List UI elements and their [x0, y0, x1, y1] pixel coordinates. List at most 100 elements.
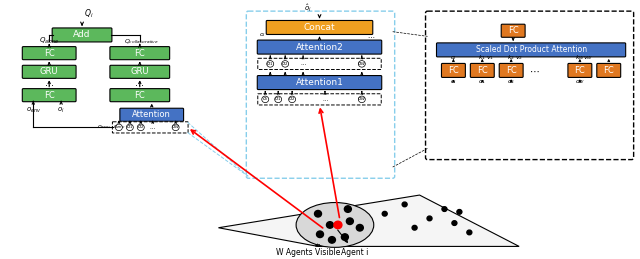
Circle shape: [138, 124, 144, 131]
Ellipse shape: [296, 203, 374, 247]
Circle shape: [126, 124, 133, 131]
FancyBboxPatch shape: [501, 24, 525, 37]
FancyBboxPatch shape: [52, 28, 112, 42]
Text: FC: FC: [506, 66, 516, 75]
Text: $\hat{o}_i$: $\hat{o}_i$: [304, 2, 312, 14]
Text: Agent i: Agent i: [341, 248, 369, 257]
FancyBboxPatch shape: [442, 63, 465, 77]
FancyBboxPatch shape: [22, 47, 76, 60]
Text: GRU: GRU: [40, 67, 58, 76]
Text: $o_1$: $o_1$: [126, 124, 134, 131]
FancyBboxPatch shape: [258, 94, 381, 105]
Text: $o_2$: $o_2$: [507, 78, 515, 86]
Circle shape: [262, 96, 269, 103]
Polygon shape: [218, 195, 519, 246]
Circle shape: [328, 237, 335, 243]
Text: $\cdots$: $\cdots$: [529, 66, 540, 75]
Circle shape: [344, 206, 351, 212]
Text: FC: FC: [134, 91, 145, 100]
Circle shape: [358, 96, 365, 103]
Text: FC: FC: [477, 66, 488, 75]
FancyBboxPatch shape: [266, 20, 372, 34]
Circle shape: [442, 207, 447, 211]
Text: $\cdots$: $\cdots$: [321, 97, 328, 102]
Text: FC: FC: [575, 66, 585, 75]
Text: W Agents Visible: W Agents Visible: [276, 248, 340, 257]
Text: $o_2$: $o_2$: [282, 60, 289, 68]
Circle shape: [457, 210, 462, 214]
Circle shape: [452, 221, 457, 225]
Text: FC: FC: [44, 49, 54, 58]
Text: $o_i$: $o_i$: [262, 95, 268, 103]
Text: $Q_{alone}$: $Q_{alone}$: [39, 35, 60, 46]
Text: $o_{env}$: $o_{env}$: [26, 105, 41, 115]
Text: $o_2$: $o_2$: [289, 95, 296, 103]
Text: $v_2$: $v_2$: [515, 55, 523, 62]
FancyBboxPatch shape: [257, 76, 381, 90]
Text: Scaled Dot Product Attention: Scaled Dot Product Attention: [476, 45, 587, 54]
Text: $v_W$: $v_W$: [583, 55, 593, 62]
Text: $k_W$: $k_W$: [575, 54, 585, 62]
Circle shape: [356, 225, 364, 231]
FancyBboxPatch shape: [596, 63, 621, 77]
Text: ...: ...: [45, 78, 54, 88]
Text: $v_1$: $v_1$: [486, 55, 494, 62]
Text: $k_1$: $k_1$: [478, 54, 486, 62]
Circle shape: [282, 61, 289, 67]
FancyBboxPatch shape: [22, 65, 76, 78]
Circle shape: [326, 222, 333, 228]
Text: FC: FC: [604, 66, 614, 75]
Text: $k_2$: $k_2$: [507, 54, 515, 62]
Text: $q_i$: $q_i$: [450, 54, 457, 62]
FancyBboxPatch shape: [470, 63, 494, 77]
Circle shape: [358, 61, 365, 67]
Circle shape: [267, 61, 274, 67]
Text: Concat: Concat: [304, 23, 335, 32]
FancyBboxPatch shape: [568, 63, 592, 77]
Circle shape: [402, 202, 407, 207]
Text: $o_W$: $o_W$: [357, 60, 367, 68]
Text: $o_i$: $o_i$: [58, 105, 65, 115]
Text: FC: FC: [44, 91, 54, 100]
Text: FC: FC: [134, 49, 145, 58]
Text: $o_1$: $o_1$: [275, 95, 282, 103]
Text: $o_{env}$: $o_{env}$: [97, 124, 111, 131]
Text: $\cdots$: $\cdots$: [300, 61, 307, 66]
Text: $o_1$: $o_1$: [266, 60, 274, 68]
FancyBboxPatch shape: [110, 47, 170, 60]
Text: ...: ...: [135, 78, 144, 88]
Circle shape: [275, 96, 282, 103]
Text: $o_W$: $o_W$: [575, 78, 585, 86]
Text: $Q_{collaborative}$: $Q_{collaborative}$: [124, 37, 159, 46]
Text: Add: Add: [74, 31, 91, 39]
Text: $o_i$: $o_i$: [450, 78, 457, 86]
FancyBboxPatch shape: [499, 63, 523, 77]
FancyBboxPatch shape: [22, 89, 76, 102]
Text: $\cdots$: $\cdots$: [149, 125, 156, 130]
Circle shape: [427, 216, 432, 221]
FancyBboxPatch shape: [258, 58, 381, 69]
FancyBboxPatch shape: [436, 43, 626, 57]
Circle shape: [382, 211, 387, 216]
Text: Attention: Attention: [132, 110, 171, 119]
Text: Attention2: Attention2: [296, 42, 344, 52]
Circle shape: [115, 124, 122, 131]
Text: $o_1$: $o_1$: [478, 78, 486, 86]
FancyBboxPatch shape: [110, 89, 170, 102]
FancyBboxPatch shape: [120, 108, 184, 121]
Circle shape: [334, 221, 342, 229]
Text: $o_i$: $o_i$: [259, 31, 266, 39]
Circle shape: [172, 124, 179, 131]
Text: $Q_i$: $Q_i$: [84, 8, 93, 20]
FancyBboxPatch shape: [257, 40, 381, 54]
Text: $o_{env}$: $o_{env}$: [113, 124, 125, 131]
Circle shape: [317, 231, 323, 238]
Text: Attention1: Attention1: [296, 78, 344, 87]
Text: FC: FC: [508, 26, 518, 35]
Text: $\cdots$: $\cdots$: [367, 33, 375, 39]
Circle shape: [346, 218, 353, 225]
FancyBboxPatch shape: [113, 122, 188, 133]
Text: $o_W$: $o_W$: [357, 95, 367, 103]
Circle shape: [412, 225, 417, 230]
Text: $o_W$: $o_W$: [171, 124, 180, 131]
